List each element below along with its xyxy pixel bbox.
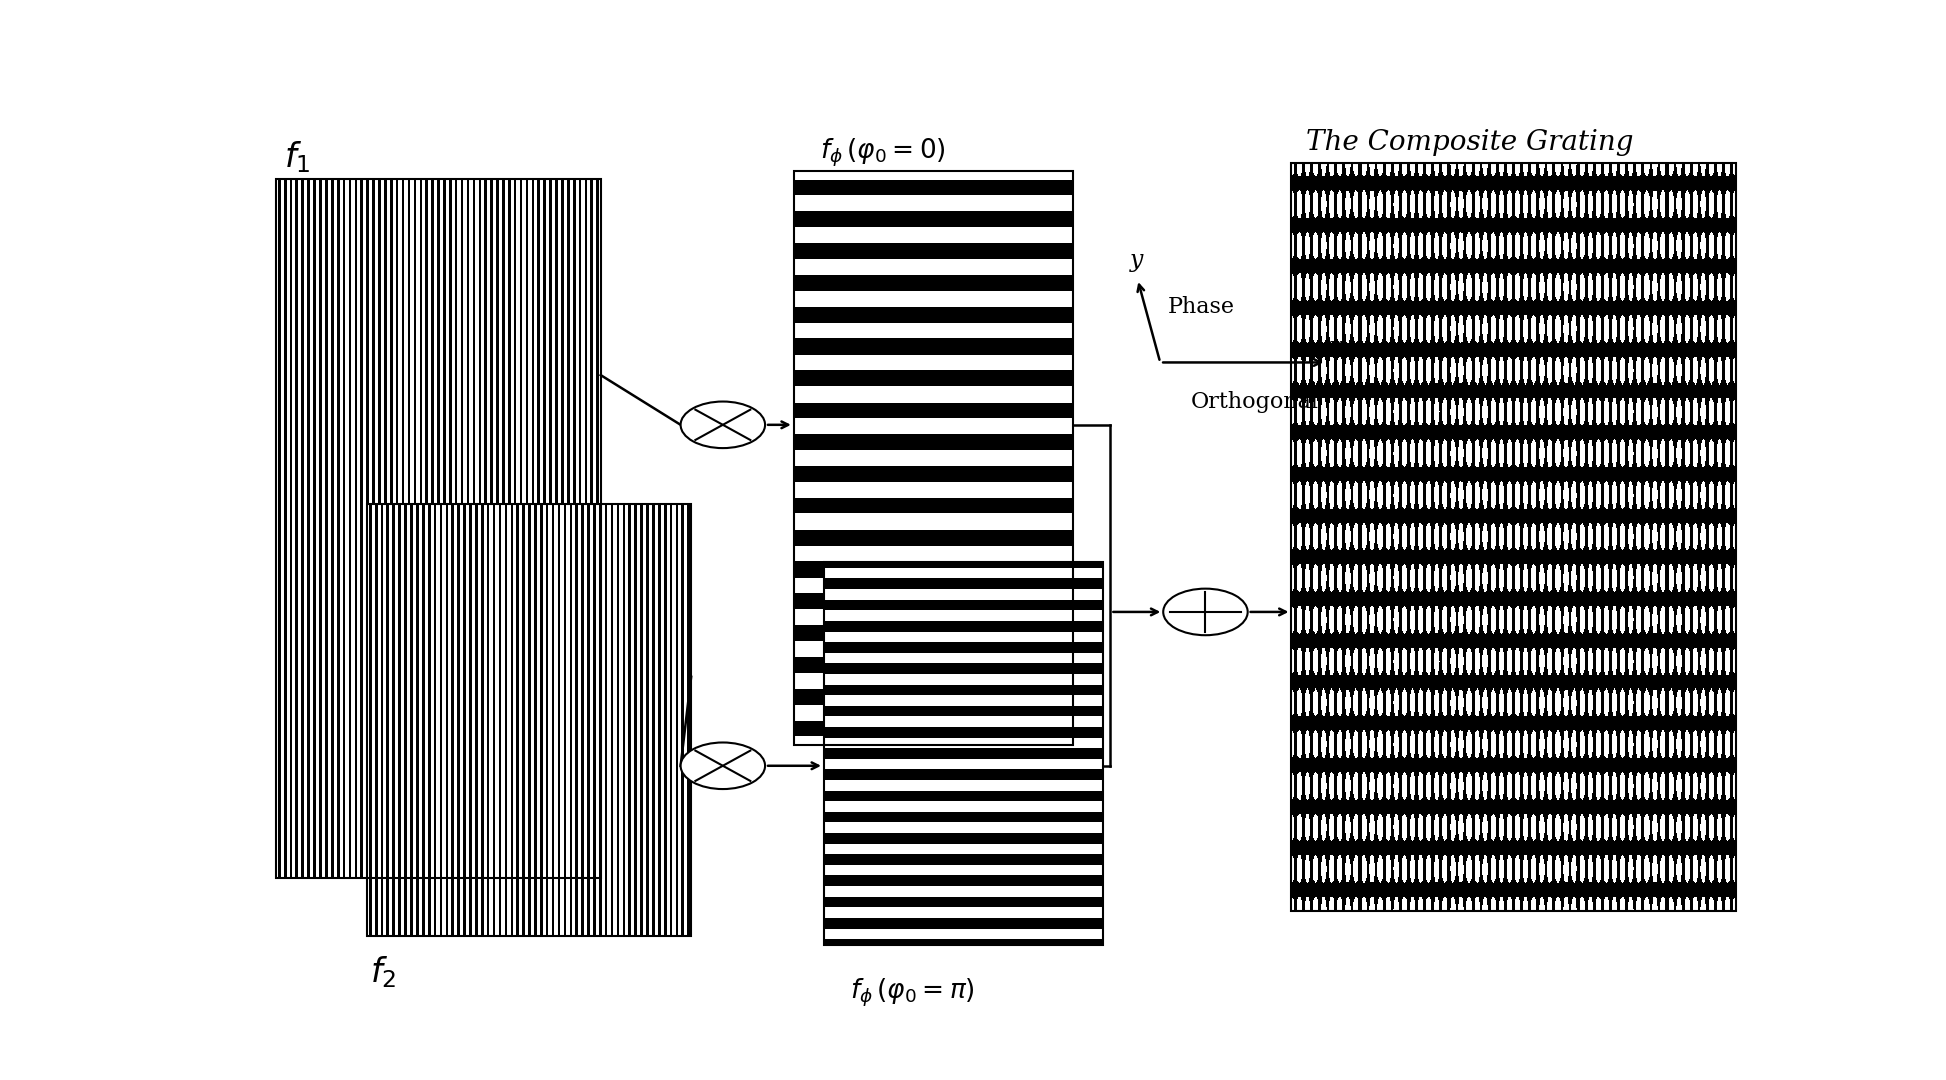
Text: $f_\phi\,(\varphi_0=0)$: $f_\phi\,(\varphi_0=0)$ bbox=[819, 137, 946, 170]
Bar bbox=[368, 503, 691, 936]
Bar bbox=[276, 179, 601, 878]
Text: $f_\phi\,(\varphi_0=\pi)$: $f_\phi\,(\varphi_0=\pi)$ bbox=[850, 976, 975, 1009]
Circle shape bbox=[681, 742, 765, 789]
Text: Phase: Phase bbox=[1168, 296, 1236, 318]
Text: Orthogonal: Orthogonal bbox=[1191, 391, 1317, 414]
Circle shape bbox=[1164, 589, 1247, 635]
Bar bbox=[794, 171, 1072, 745]
Text: The Composite Grating: The Composite Grating bbox=[1306, 130, 1635, 157]
Bar bbox=[1292, 163, 1736, 912]
Circle shape bbox=[681, 402, 765, 448]
Bar bbox=[823, 562, 1103, 945]
Text: $f_2$: $f_2$ bbox=[370, 954, 397, 989]
Text: y: y bbox=[1131, 248, 1144, 272]
Text: x: x bbox=[1329, 336, 1343, 360]
Text: $f_1$: $f_1$ bbox=[284, 139, 311, 175]
